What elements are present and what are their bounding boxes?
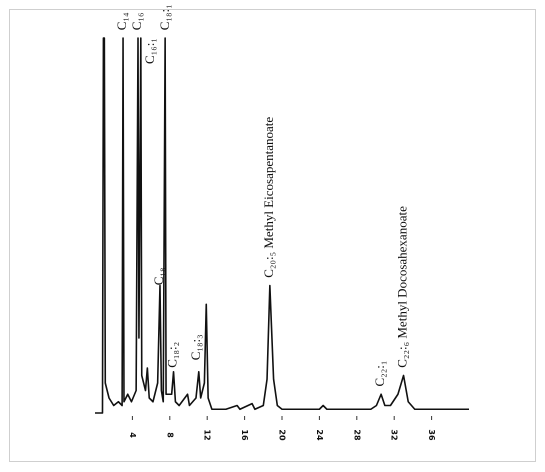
peak-label: C₁₈:₃ (188, 334, 203, 360)
x-tick-label: 16 (240, 429, 249, 441)
x-tick-label: 32 (390, 429, 399, 440)
frame (9, 9, 536, 462)
peak-label: C₂₂:₁ (372, 361, 387, 387)
peak-label: C₁₄ (114, 12, 129, 30)
peak-label: C₁₈:₁ (157, 4, 172, 30)
peak-label: C₁₈ (151, 268, 166, 286)
x-tick-label: 20 (278, 429, 287, 441)
x-tick-label: 12 (203, 429, 212, 440)
peak-label: C₁₆:₁ (142, 38, 157, 64)
peak-label: C₂₂:₆ Methyl Docosahexanoate (395, 206, 410, 368)
x-tick-label: 28 (352, 429, 361, 441)
x-tick-label: 24 (315, 429, 324, 441)
peak-label: C₁₆ (129, 13, 144, 31)
peak-label: C₁₈:₂ (165, 342, 180, 368)
x-tick-label: 8 (165, 432, 174, 438)
trace (95, 37, 469, 414)
peak-label: C₂₀:₅ Methyl Eicosapentanoate (261, 117, 276, 278)
x-tick-label: 36 (427, 429, 436, 441)
x-tick-label: 4 (128, 432, 137, 438)
